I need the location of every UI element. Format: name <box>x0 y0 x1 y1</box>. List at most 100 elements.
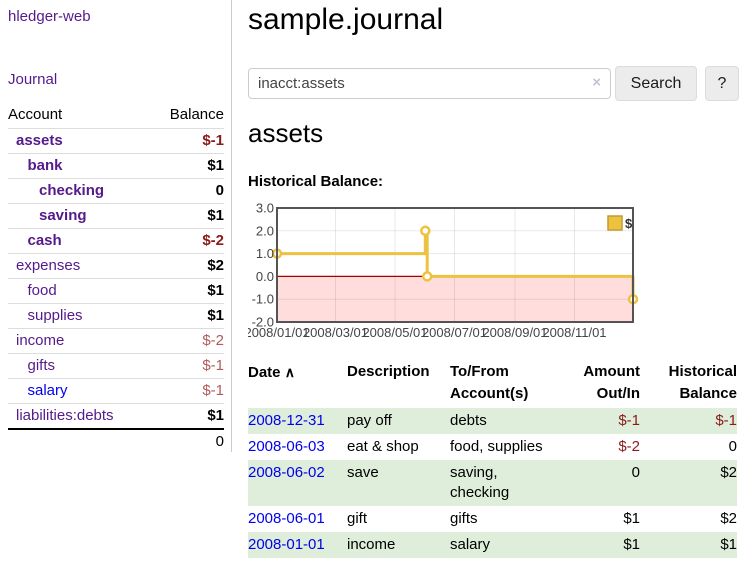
transaction-balance: 0 <box>728 438 737 455</box>
transaction-date-link[interactable]: 2008-06-02 <box>248 464 325 481</box>
accounts-table: Account Balance assets $-1 bank $1 checking 0… <box>8 100 224 454</box>
page-title: sample.journal <box>248 3 444 36</box>
chart-title: Historical Balance: <box>248 173 384 190</box>
register-row: 2008-06-01 gift gifts $1 $2 <box>248 506 737 532</box>
svg-text:1.0: 1.0 <box>256 246 274 261</box>
account-balance: 0 <box>150 178 224 204</box>
sort-ascending-icon[interactable]: ∧ <box>284 364 295 380</box>
account-row: cash $-2 <box>8 228 224 254</box>
transaction-date-link[interactable]: 2008-06-03 <box>248 438 325 455</box>
register-row: 2008-06-02 save saving, checking 0 $2 <box>248 460 737 506</box>
account-balance: $-1 <box>150 128 224 154</box>
register-body: 2008-12-31 pay off debts $-1 $-1 2008-06-03 ea… <box>248 408 737 558</box>
accounts-header-balance: Balance <box>169 106 224 123</box>
svg-text:3.0: 3.0 <box>256 202 274 216</box>
accounts-total-spacer <box>8 428 151 454</box>
account-balance: $2 <box>150 253 224 279</box>
transaction-accounts: debts <box>450 412 487 429</box>
register-header-description: Description <box>347 363 430 380</box>
svg-text:2008/01/01: 2008/01/01 <box>248 325 310 340</box>
balance-chart: $3.0 2.0 1.0 0.0 -1.0 -2.02008/01/012008/03/0… <box>248 202 639 340</box>
svg-text:2008/07/01: 2008/07/01 <box>422 325 487 340</box>
search-button[interactable]: Search <box>615 66 697 101</box>
account-row: income $-2 <box>8 328 224 354</box>
transaction-amount: 0 <box>631 464 640 481</box>
transaction-balance: $2 <box>720 464 737 481</box>
account-row: food $1 <box>8 278 224 304</box>
app-title-link[interactable]: hledger-web <box>8 8 91 25</box>
account-row: saving $1 <box>8 203 224 229</box>
accounts-total-row: 0 <box>8 428 224 454</box>
register-row: 2008-01-01 income salary $1 $1 <box>248 532 737 558</box>
sidebar: hledger-web Journal Account Balance asse… <box>0 0 232 454</box>
account-link-income[interactable]: income <box>16 332 65 349</box>
svg-text:2008/05/01: 2008/05/01 <box>362 325 427 340</box>
account-balance: $-2 <box>150 228 224 254</box>
sidebar-item-journal[interactable]: Journal <box>8 71 58 88</box>
transaction-amount: $-2 <box>618 438 640 455</box>
main-content: sample.journal × Search ? assets Histori… <box>248 0 742 582</box>
help-button[interactable]: ? <box>705 66 739 101</box>
clear-search-icon[interactable]: × <box>592 74 601 91</box>
transaction-balance: $-1 <box>715 412 737 429</box>
account-link-checking[interactable]: checking <box>39 182 105 199</box>
transaction-amount: $-1 <box>618 412 640 429</box>
sidebar-nav: Journal <box>8 71 224 88</box>
account-link-gifts[interactable]: gifts <box>27 357 56 374</box>
svg-text:2.0: 2.0 <box>256 223 274 238</box>
register-header-accounts: To/From Account(s) <box>450 363 529 402</box>
register-row: 2008-12-31 pay off debts $-1 $-1 <box>248 408 737 434</box>
account-row: gifts $-1 <box>8 353 224 379</box>
account-link-liabilities-debts[interactable]: liabilities:debts <box>16 407 114 424</box>
transaction-accounts: gifts <box>450 510 478 527</box>
account-link-bank[interactable]: bank <box>27 157 63 174</box>
account-balance: $-2 <box>150 328 224 354</box>
transaction-amount: $1 <box>623 510 640 527</box>
svg-text:2008/03/01: 2008/03/01 <box>303 325 368 340</box>
search-box: × <box>248 68 611 99</box>
transaction-balance: $2 <box>720 510 737 527</box>
search-form: × Search ? <box>248 66 742 101</box>
transaction-accounts: saving, checking <box>450 464 510 501</box>
account-balance: $1 <box>150 403 224 429</box>
register-row: 2008-06-03 eat & shop food, supplies $-2 0 <box>248 434 737 460</box>
accounts-header-account: Account <box>8 106 63 123</box>
account-row: salary $-1 <box>8 378 224 404</box>
account-link-supplies[interactable]: supplies <box>27 307 83 324</box>
transaction-description: pay off <box>347 412 392 429</box>
account-balance: $1 <box>150 303 224 329</box>
transaction-date-link[interactable]: 2008-01-01 <box>248 536 325 553</box>
transaction-description: gift <box>347 510 368 527</box>
accounts-total-balance: 0 <box>150 428 224 454</box>
account-row: expenses $2 <box>8 253 224 279</box>
transaction-description: eat & shop <box>347 438 419 455</box>
accounts-body: assets $-1 bank $1 checking 0 saving $1 cash $-2 e… <box>8 128 224 429</box>
account-balance: $1 <box>150 153 224 179</box>
date-header-label: Date <box>248 364 281 381</box>
svg-text:-1.0: -1.0 <box>252 292 274 307</box>
register-header-amount: Amount Out/In <box>583 363 640 402</box>
transaction-date-link[interactable]: 2008-06-01 <box>248 510 325 527</box>
search-input[interactable] <box>258 71 588 96</box>
transaction-description: save <box>347 464 379 481</box>
account-row: checking 0 <box>8 178 224 204</box>
transaction-accounts: salary <box>450 536 491 553</box>
account-link-cash[interactable]: cash <box>27 232 62 249</box>
svg-text:-2.0: -2.0 <box>252 315 274 330</box>
account-link-saving[interactable]: saving <box>39 207 87 224</box>
register-header-date: Date ∧ <box>248 358 347 408</box>
account-balance: $-1 <box>150 353 224 379</box>
account-row: assets $-1 <box>8 128 224 154</box>
svg-text:0.0: 0.0 <box>256 269 274 284</box>
transaction-date-link[interactable]: 2008-12-31 <box>248 412 325 429</box>
account-row: supplies $1 <box>8 303 224 329</box>
account-link-assets[interactable]: assets <box>16 132 63 149</box>
register-header-row: Date ∧ Description To/From Account(s) Amo… <box>248 358 737 408</box>
register-header-balance: Historical Balance <box>668 363 737 402</box>
transaction-description: income <box>347 536 396 553</box>
account-balance: $-1 <box>150 378 224 404</box>
svg-text:2008/11/01: 2008/11/01 <box>542 325 606 340</box>
account-link-food[interactable]: food <box>27 282 57 299</box>
account-link-expenses[interactable]: expenses <box>16 257 81 274</box>
account-link-salary[interactable]: salary <box>27 382 68 399</box>
